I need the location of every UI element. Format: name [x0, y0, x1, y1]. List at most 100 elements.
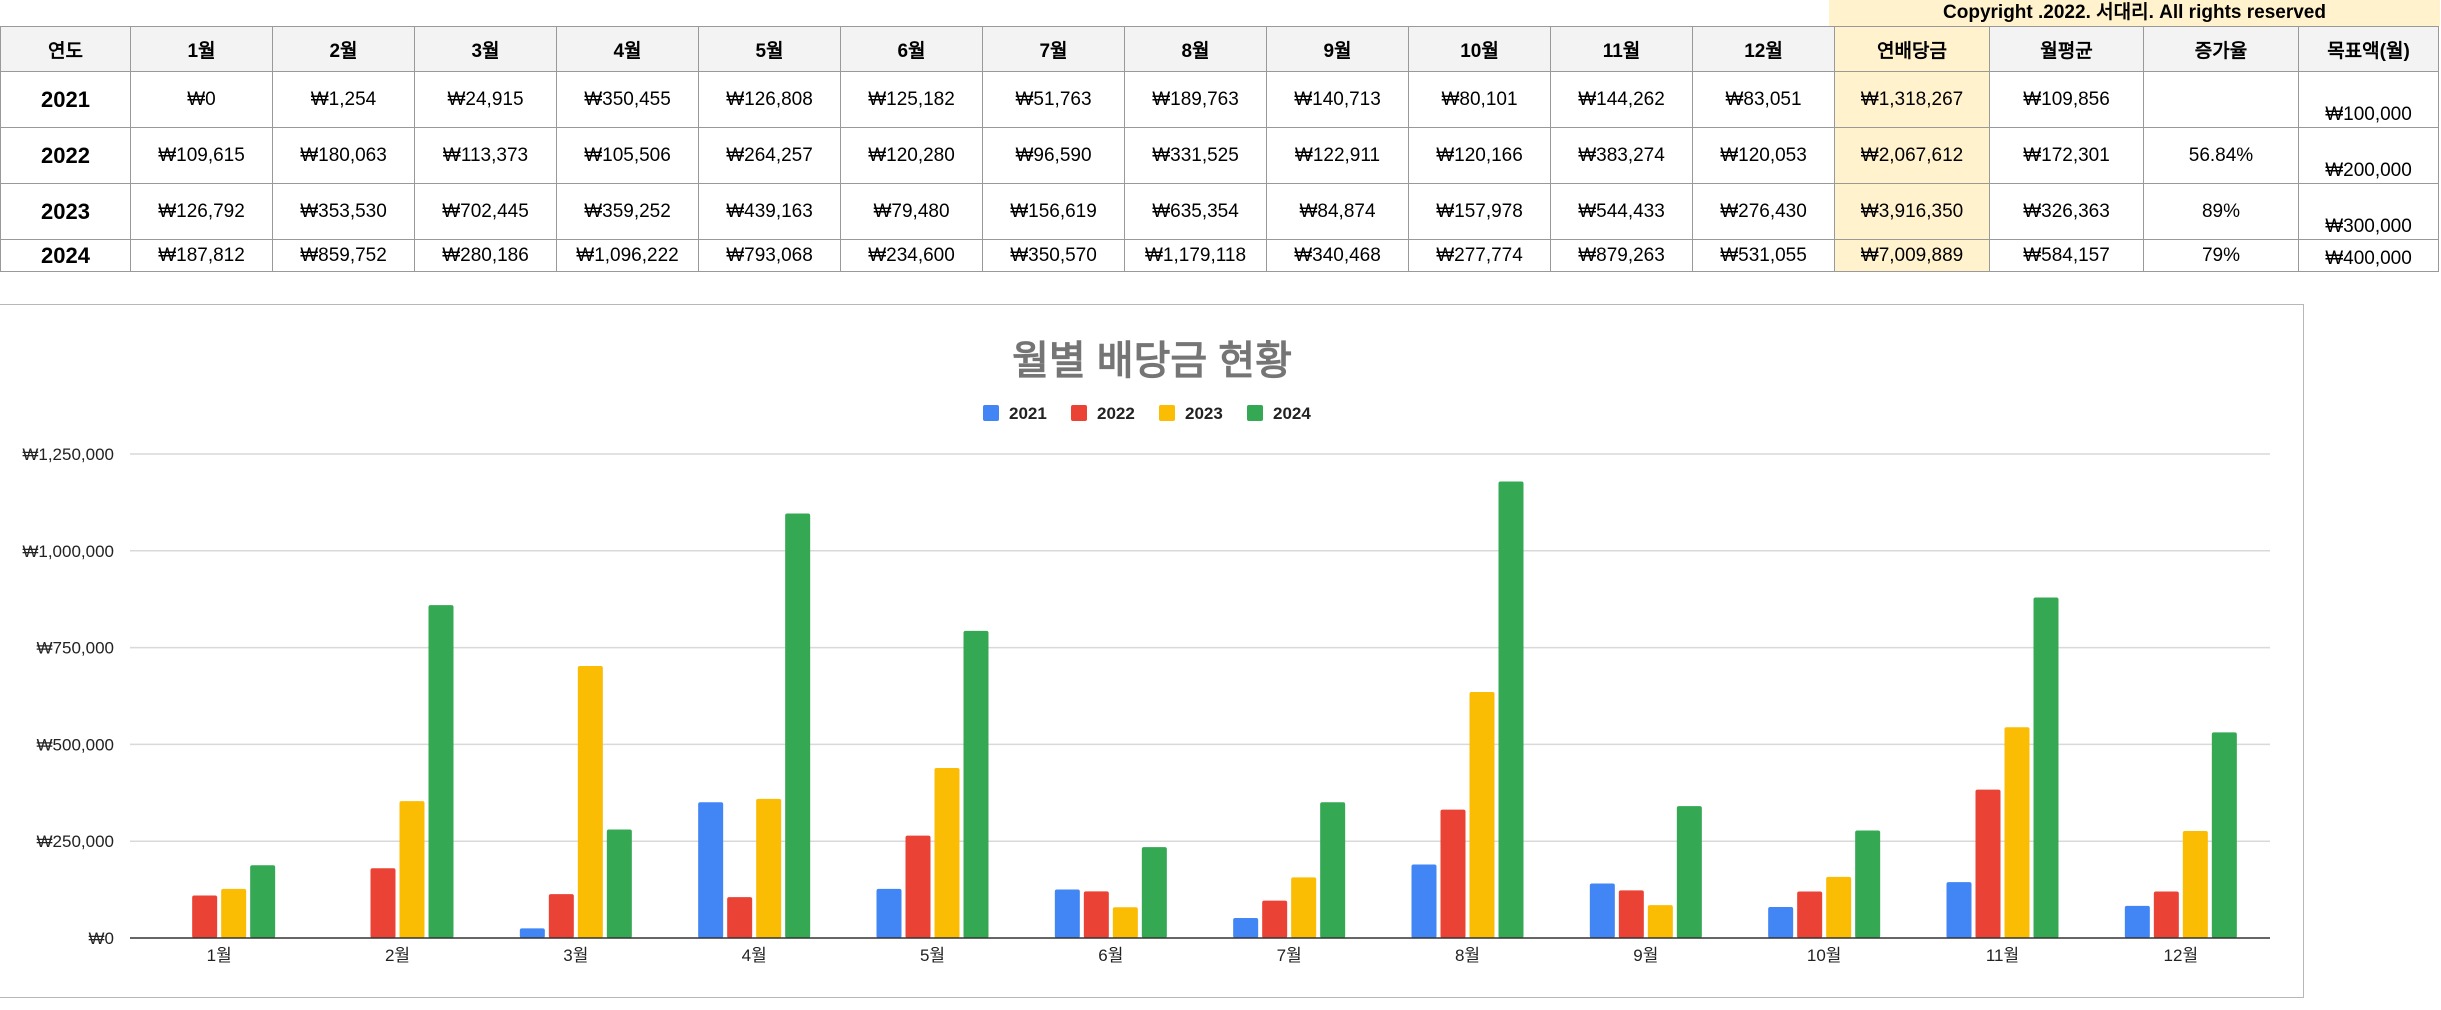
month-cell[interactable]: ₩189,763	[1124, 71, 1267, 128]
year-cell[interactable]: 2021	[0, 71, 131, 128]
growth-rate-cell[interactable]: 89%	[2143, 183, 2299, 240]
month-cell[interactable]: ₩350,570	[982, 239, 1125, 272]
month-cell[interactable]: ₩702,445	[414, 183, 557, 240]
month-cell[interactable]: ₩120,280	[840, 127, 983, 184]
annual-dividend-cell[interactable]: ₩3,916,350	[1834, 183, 1990, 240]
monthly-average-cell[interactable]: ₩172,301	[1989, 127, 2144, 184]
month-cell[interactable]: ₩234,600	[840, 239, 983, 272]
month-cell[interactable]: ₩1,254	[272, 71, 415, 128]
bar	[934, 767, 960, 938]
monthly-average-cell[interactable]: ₩109,856	[1989, 71, 2144, 128]
month-cell[interactable]: ₩113,373	[414, 127, 557, 184]
month-cell[interactable]: ₩120,053	[1692, 127, 1835, 184]
column-header[interactable]: 10월	[1408, 26, 1551, 72]
month-cell[interactable]: ₩353,530	[272, 183, 415, 240]
column-header[interactable]: 월평균	[1989, 26, 2144, 72]
bar	[250, 865, 276, 938]
month-cell[interactable]: ₩383,274	[1550, 127, 1693, 184]
bar	[577, 666, 603, 938]
month-cell[interactable]: ₩0	[130, 71, 273, 128]
column-header[interactable]: 3월	[414, 26, 557, 72]
bar	[370, 868, 396, 938]
bar	[1676, 806, 1702, 938]
month-cell[interactable]: ₩793,068	[698, 239, 841, 272]
month-cell[interactable]: ₩109,615	[130, 127, 273, 184]
monthly-target-cell[interactable]: ₩200,000	[2298, 127, 2439, 184]
column-header[interactable]: 2월	[272, 26, 415, 72]
month-cell[interactable]: ₩277,774	[1408, 239, 1551, 272]
month-cell[interactable]: ₩51,763	[982, 71, 1125, 128]
year-cell[interactable]: 2024	[0, 239, 131, 272]
month-cell[interactable]: ₩126,792	[130, 183, 273, 240]
annual-dividend-cell[interactable]: ₩1,318,267	[1834, 71, 1990, 128]
month-cell[interactable]: ₩439,163	[698, 183, 841, 240]
month-cell[interactable]: ₩84,874	[1266, 183, 1409, 240]
month-cell[interactable]: ₩157,978	[1408, 183, 1551, 240]
x-tick-label: 9월	[1633, 946, 1658, 965]
monthly-target-cell[interactable]: ₩400,000	[2298, 239, 2439, 272]
chart-panel[interactable]: 월별 배당금 현황 2021 2022 2023 2024 ₩0 ₩250,000 ₩500,…	[0, 304, 2304, 998]
bar	[1589, 883, 1615, 938]
month-cell[interactable]: ₩83,051	[1692, 71, 1835, 128]
column-header[interactable]: 증가율	[2143, 26, 2299, 72]
month-cell[interactable]: ₩635,354	[1124, 183, 1267, 240]
year-cell[interactable]: 2022	[0, 127, 131, 184]
month-cell[interactable]: ₩126,808	[698, 71, 841, 128]
column-header[interactable]: 5월	[698, 26, 841, 72]
dividend-table: 연도 1월 2월 3월 4월 5월 6월 7월 8월 9월 10월 11월 12월 연배당금 월평균 증가율 목…	[0, 26, 2439, 272]
year-cell[interactable]: 2023	[0, 183, 131, 240]
column-header[interactable]: 7월	[982, 26, 1125, 72]
month-cell[interactable]: ₩144,262	[1550, 71, 1693, 128]
month-cell[interactable]: ₩80,101	[1408, 71, 1551, 128]
monthly-target-cell[interactable]: ₩300,000	[2298, 183, 2439, 240]
column-header[interactable]: 4월	[556, 26, 699, 72]
monthly-average-cell[interactable]: ₩584,157	[1989, 239, 2144, 272]
month-cell[interactable]: ₩879,263	[1550, 239, 1693, 272]
column-header[interactable]: 1월	[130, 26, 273, 72]
month-cell[interactable]: ₩340,468	[1266, 239, 1409, 272]
month-cell[interactable]: ₩331,525	[1124, 127, 1267, 184]
column-header[interactable]: 6월	[840, 26, 983, 72]
month-cell[interactable]: ₩264,257	[698, 127, 841, 184]
column-header[interactable]: 연도	[0, 26, 131, 72]
annual-dividend-cell[interactable]: ₩7,009,889	[1834, 239, 1990, 272]
bar	[1855, 830, 1881, 938]
month-cell[interactable]: ₩180,063	[272, 127, 415, 184]
bar	[192, 895, 218, 938]
month-cell[interactable]: ₩187,812	[130, 239, 273, 272]
table-header-row: 연도 1월 2월 3월 4월 5월 6월 7월 8월 9월 10월 11월 12월 연배당금 월평균 증가율 목…	[0, 26, 2439, 72]
bar	[2182, 830, 2208, 938]
month-cell[interactable]: ₩125,182	[840, 71, 983, 128]
month-cell[interactable]: ₩140,713	[1266, 71, 1409, 128]
month-cell[interactable]: ₩79,480	[840, 183, 983, 240]
growth-rate-cell[interactable]	[2143, 71, 2299, 128]
month-cell[interactable]: ₩96,590	[982, 127, 1125, 184]
bar	[221, 888, 247, 938]
month-cell[interactable]: ₩156,619	[982, 183, 1125, 240]
column-header[interactable]: 9월	[1266, 26, 1409, 72]
month-cell[interactable]: ₩1,179,118	[1124, 239, 1267, 272]
column-header[interactable]: 8월	[1124, 26, 1267, 72]
month-cell[interactable]: ₩350,455	[556, 71, 699, 128]
growth-rate-cell[interactable]: 56.84%	[2143, 127, 2299, 184]
annual-dividend-cell[interactable]: ₩2,067,612	[1834, 127, 1990, 184]
monthly-average-cell[interactable]: ₩326,363	[1989, 183, 2144, 240]
month-cell[interactable]: ₩280,186	[414, 239, 557, 272]
month-cell[interactable]: ₩122,911	[1266, 127, 1409, 184]
monthly-target-cell[interactable]: ₩100,000	[2298, 71, 2439, 128]
month-cell[interactable]: ₩105,506	[556, 127, 699, 184]
month-cell[interactable]: ₩24,915	[414, 71, 557, 128]
column-header[interactable]: 목표액(월)	[2298, 26, 2439, 72]
month-cell[interactable]: ₩276,430	[1692, 183, 1835, 240]
column-header[interactable]: 12월	[1692, 26, 1835, 72]
month-cell[interactable]: ₩359,252	[556, 183, 699, 240]
month-cell[interactable]: ₩1,096,222	[556, 239, 699, 272]
growth-rate-cell[interactable]: 79%	[2143, 239, 2299, 272]
column-header[interactable]: 11월	[1550, 26, 1693, 72]
month-cell[interactable]: ₩531,055	[1692, 239, 1835, 272]
column-header[interactable]: 연배당금	[1834, 26, 1990, 72]
month-cell[interactable]: ₩544,433	[1550, 183, 1693, 240]
table-row: 2022 ₩109,615 ₩180,063 ₩113,373 ₩105,506 ₩264…	[0, 127, 2439, 184]
month-cell[interactable]: ₩120,166	[1408, 127, 1551, 184]
month-cell[interactable]: ₩859,752	[272, 239, 415, 272]
